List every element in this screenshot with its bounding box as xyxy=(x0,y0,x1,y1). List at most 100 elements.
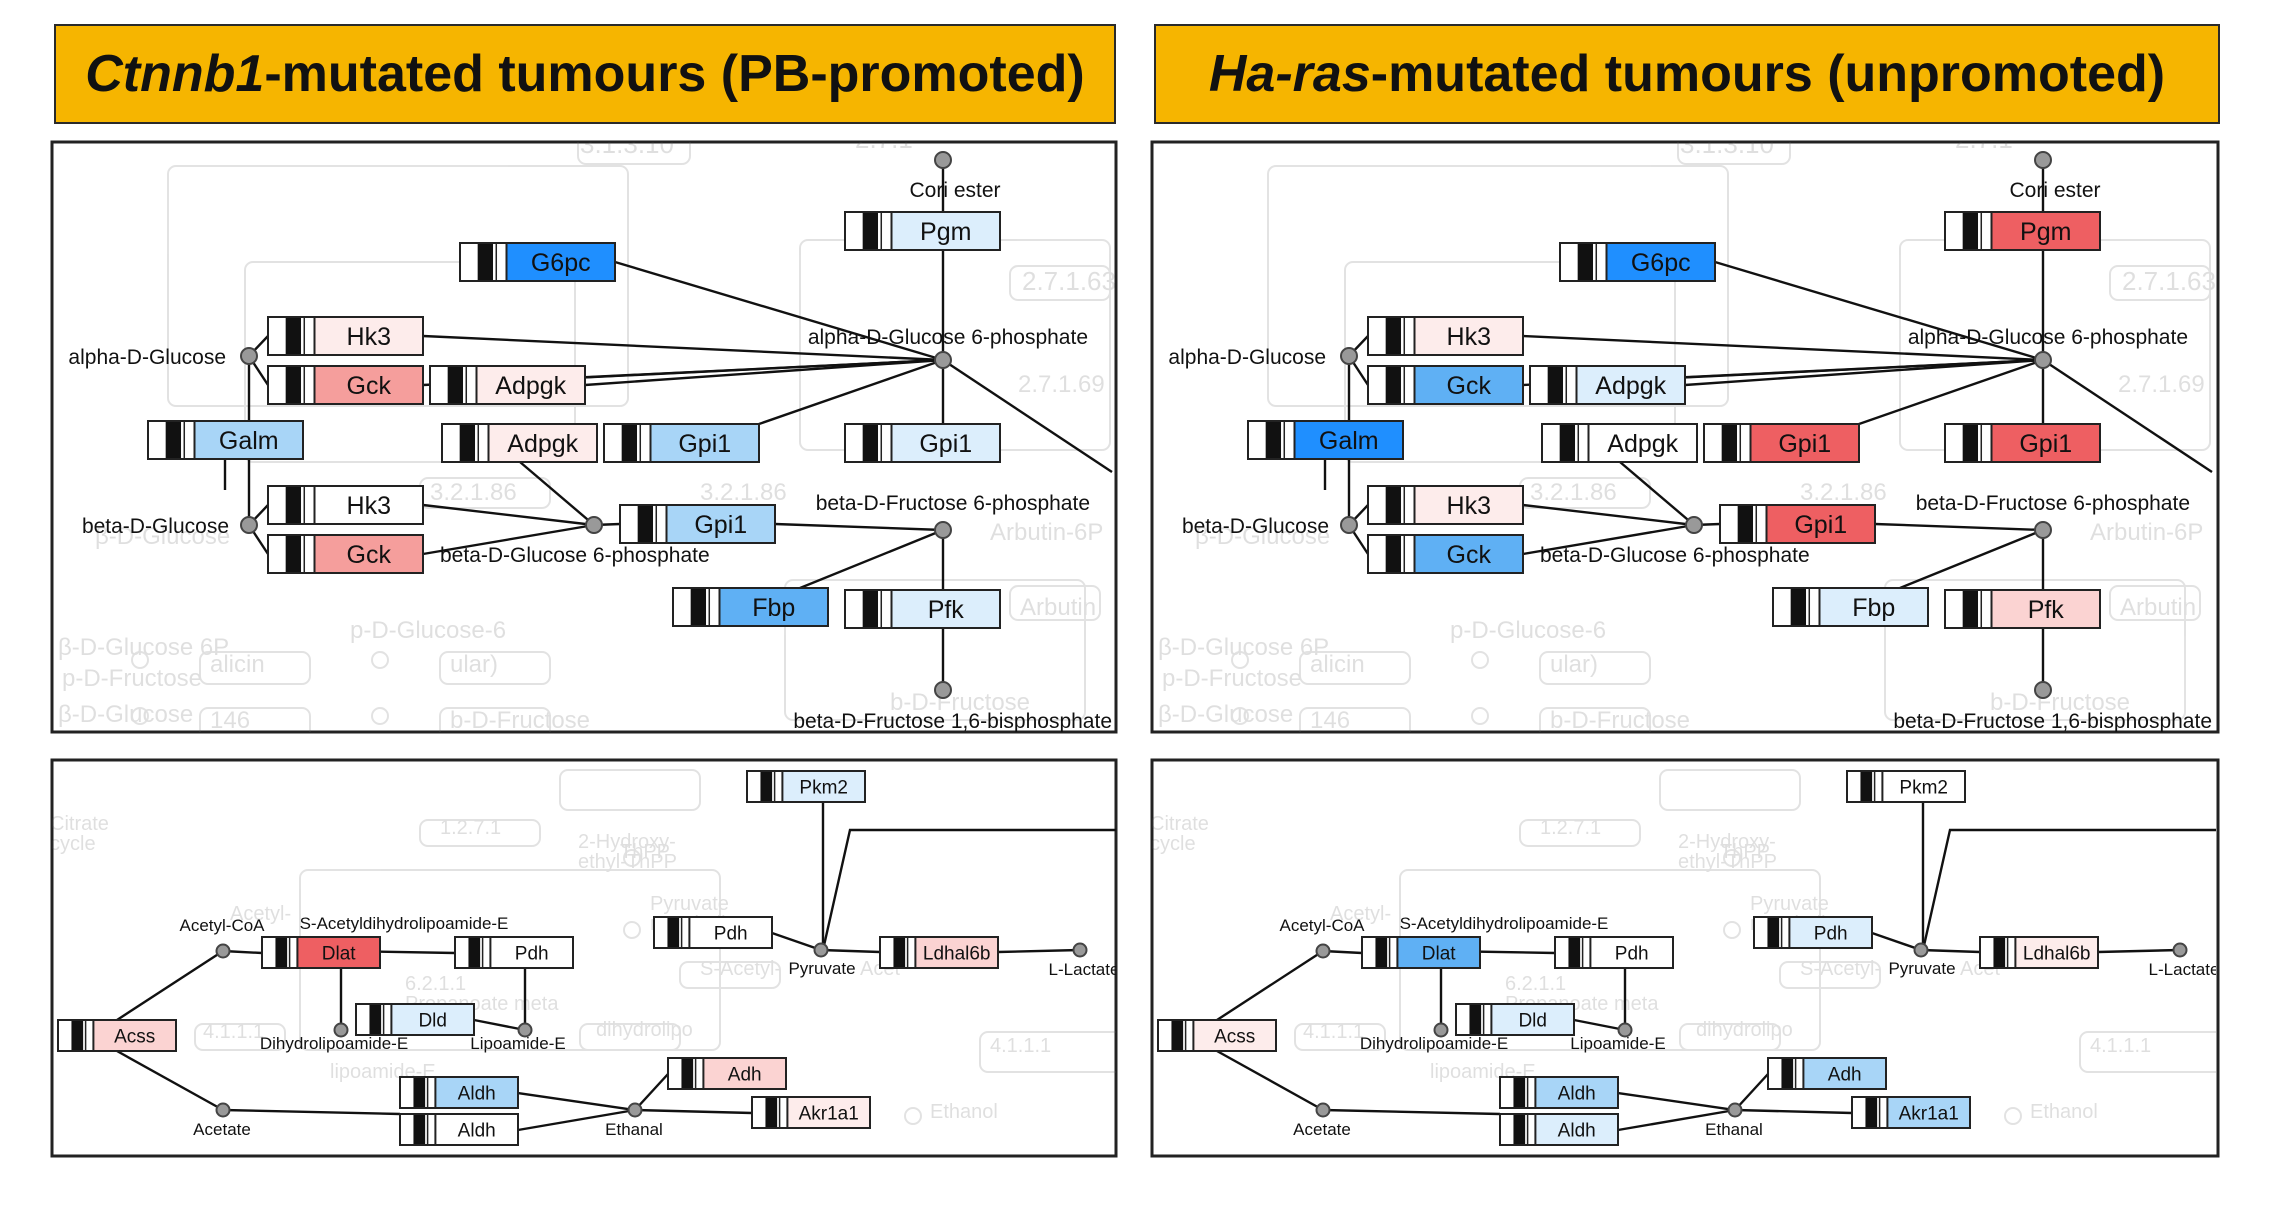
gene-box-acss[interactable]: Acss xyxy=(1157,1019,1277,1052)
gene-indicator-bar xyxy=(1513,1115,1526,1144)
gene-indicator-bar xyxy=(1781,1059,1794,1088)
background-label: ular) xyxy=(450,651,498,678)
gene-indicator-bar xyxy=(71,1021,84,1050)
gene-box-gpi1_c[interactable]: Gpi1 xyxy=(1719,504,1876,544)
reaction-edge xyxy=(1216,949,1324,1022)
background-box xyxy=(1299,651,1411,685)
gene-box-gpi1_b[interactable]: Gpi1 xyxy=(1944,423,2101,463)
gene-label-aldh_b: Aldh xyxy=(458,1120,496,1141)
background-box xyxy=(2109,265,2211,301)
gene-box-pgm[interactable]: Pgm xyxy=(1944,211,2101,251)
gene-box-gck_b[interactable]: Gck xyxy=(267,534,424,574)
gene-box-g6pc[interactable]: G6pc xyxy=(1559,242,1716,282)
compound-node-dihydro xyxy=(333,1022,349,1038)
gene-box-gpi1_a[interactable]: Gpi1 xyxy=(603,423,760,463)
compound-label-llactate: L-Lactate xyxy=(1049,960,1120,979)
reaction-edge xyxy=(1734,1108,1853,1115)
compound-label-a_g6p: alpha-D-Glucose 6-phosphate xyxy=(1908,326,2188,349)
gene-box-fbp[interactable]: Fbp xyxy=(1772,587,1929,627)
background-box xyxy=(1884,579,2186,721)
gene-label-adpgk_b: Adpgk xyxy=(1607,430,1678,458)
gene-label-gpi1_b: Gpi1 xyxy=(919,430,972,458)
background-box xyxy=(1294,1023,1386,1051)
gene-box-adh[interactable]: Adh xyxy=(667,1057,787,1090)
background-box xyxy=(1779,961,1881,989)
gene-box-hk3b[interactable]: Hk3 xyxy=(1367,485,1524,525)
gene-box-hk3b[interactable]: Hk3 xyxy=(267,485,424,525)
gene-box-akr1a1[interactable]: Akr1a1 xyxy=(751,1096,871,1129)
gene-box-akr1a1[interactable]: Akr1a1 xyxy=(1851,1096,1971,1129)
gene-box-pdh_b[interactable]: Pdh xyxy=(454,936,574,969)
gene-indicator-bar xyxy=(1737,506,1754,542)
background-label: 4.1.1.1 xyxy=(990,1035,1051,1057)
gene-box-dld[interactable]: Dld xyxy=(1455,1003,1575,1036)
gene-box-pkm2[interactable]: Pkm2 xyxy=(1846,770,1966,803)
gene-box-gck_a[interactable]: Gck xyxy=(267,365,424,405)
compound-node-lipoa xyxy=(1617,1022,1633,1038)
gene-box-adpgk_b[interactable]: Adpgk xyxy=(1541,423,1698,463)
gene-box-g6pc[interactable]: G6pc xyxy=(459,242,616,282)
gene-box-adpgk_a[interactable]: Adpgk xyxy=(1529,365,1686,405)
background-box xyxy=(439,707,551,732)
background-box xyxy=(1009,265,1111,301)
gene-box-adh[interactable]: Adh xyxy=(1767,1057,1887,1090)
gene-box-pdh_b[interactable]: Pdh xyxy=(1554,936,1674,969)
gene-box-dld[interactable]: Dld xyxy=(355,1003,475,1036)
gene-box-gck_b[interactable]: Gck xyxy=(1367,534,1524,574)
gene-box-ldhal6b[interactable]: Ldhal6b xyxy=(879,936,999,969)
gene-box-aldh_a[interactable]: Aldh xyxy=(399,1076,519,1109)
background-label: β-D-Glucose xyxy=(1195,523,1330,550)
gene-box-galm[interactable]: Galm xyxy=(1247,420,1404,460)
gene-box-gck_a[interactable]: Gck xyxy=(1367,365,1524,405)
gene-box-dlat[interactable]: Dlat xyxy=(1361,936,1481,969)
reaction-edge xyxy=(422,334,944,362)
gene-box-galm[interactable]: Galm xyxy=(147,420,304,460)
background-node xyxy=(1231,651,1249,669)
reaction-edge xyxy=(774,522,944,532)
gene-indicator-bar xyxy=(1469,1005,1482,1034)
gene-box-dlat[interactable]: Dlat xyxy=(261,936,381,969)
gene-indicator-bar xyxy=(275,938,288,967)
gene-box-hk3a[interactable]: Hk3 xyxy=(1367,316,1524,356)
gene-box-pgm[interactable]: Pgm xyxy=(844,211,1001,251)
compound-label-pyruvate: Pyruvate xyxy=(1888,959,1955,978)
gene-box-ldhal6b[interactable]: Ldhal6b xyxy=(1979,936,2099,969)
gene-label-aldh_a: Aldh xyxy=(1558,1083,1596,1104)
background-label: p-D-Glucose-6 xyxy=(1450,617,1606,644)
reaction-edge xyxy=(1899,528,2044,590)
gene-box-adpgk_a[interactable]: Adpgk xyxy=(429,365,586,405)
gene-box-hk3a[interactable]: Hk3 xyxy=(267,316,424,356)
background-label: p-D-Fructose xyxy=(1162,665,1302,692)
compound-node-llac xyxy=(2172,942,2188,958)
gene-box-adpgk_b[interactable]: Adpgk xyxy=(441,423,598,463)
banner-right-italic: Ha-ras xyxy=(1208,45,1371,103)
background-label: 1.2.7.1 xyxy=(1540,817,1601,839)
gene-box-aldh_b[interactable]: Aldh xyxy=(1499,1113,1619,1146)
reaction-edge xyxy=(116,949,224,1022)
gene-box-acss[interactable]: Acss xyxy=(57,1019,177,1052)
gene-box-fbp[interactable]: Fbp xyxy=(672,587,829,627)
background-label: S-Acetyl- xyxy=(1800,958,1881,980)
gene-label-pdh_b: Pdh xyxy=(1615,943,1649,964)
compound-node-cori xyxy=(934,151,952,169)
gene-box-pdh_a[interactable]: Pdh xyxy=(653,916,773,949)
gene-indicator-bar xyxy=(862,591,879,627)
gene-indicator-bar xyxy=(165,422,182,458)
gene-box-aldh_b[interactable]: Aldh xyxy=(399,1113,519,1146)
gene-box-pdh_a[interactable]: Pdh xyxy=(1753,916,1873,949)
gene-box-gpi1_a[interactable]: Gpi1 xyxy=(1703,423,1860,463)
reaction-edge xyxy=(517,1108,636,1132)
reaction-edge xyxy=(1714,260,2044,362)
gene-box-gpi1_c[interactable]: Gpi1 xyxy=(619,504,776,544)
background-label: β-D-Glucose xyxy=(1158,701,1293,728)
gene-box-pfk[interactable]: Pfk xyxy=(1944,589,2101,629)
gene-box-pkm2[interactable]: Pkm2 xyxy=(746,770,866,803)
background-box xyxy=(679,961,781,989)
background-label: b-D-Fructose xyxy=(890,689,1030,716)
gene-box-pfk[interactable]: Pfk xyxy=(844,589,1001,629)
background-label: 2-Hydroxy- xyxy=(1678,831,1776,853)
reaction-edge xyxy=(1920,948,1981,954)
gene-box-aldh_a[interactable]: Aldh xyxy=(1499,1076,1619,1109)
gene-box-gpi1_b[interactable]: Gpi1 xyxy=(844,423,1001,463)
reaction-edge xyxy=(1617,1108,1736,1132)
